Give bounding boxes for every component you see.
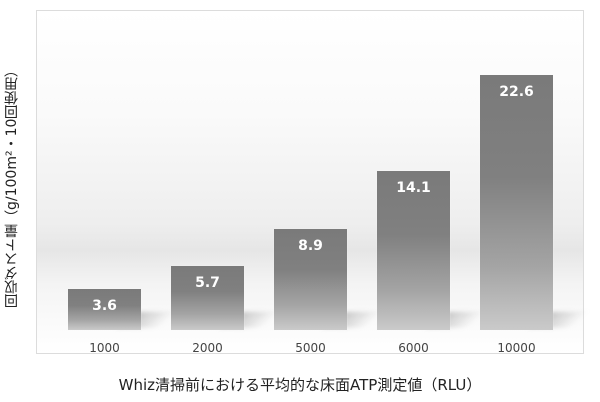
bar-5000: 8.9 [274, 229, 347, 330]
x-tick-label: 2000 [192, 341, 223, 355]
bar-10000: 22.6 [480, 75, 553, 330]
x-tick-label: 1000 [89, 341, 120, 355]
data-label: 22.6 [499, 84, 534, 100]
bar-6000: 14.1 [377, 171, 450, 330]
y-axis-title: 回収ダスト量（g/100m²・10回使用） [4, 62, 20, 308]
bar-1000: 3.6 [68, 289, 141, 330]
x-tick-label: 6000 [398, 341, 429, 355]
data-label: 3.6 [92, 298, 117, 314]
data-label: 8.9 [298, 238, 323, 254]
x-tick-label: 5000 [295, 341, 326, 355]
x-tick-label: 10000 [497, 341, 536, 355]
data-label: 14.1 [396, 180, 431, 196]
bar-2000: 5.7 [171, 266, 244, 330]
data-label: 5.7 [195, 275, 220, 291]
x-axis-title: Whiz清掃前における平均的な床面ATP測定値（RLU） [118, 376, 482, 394]
